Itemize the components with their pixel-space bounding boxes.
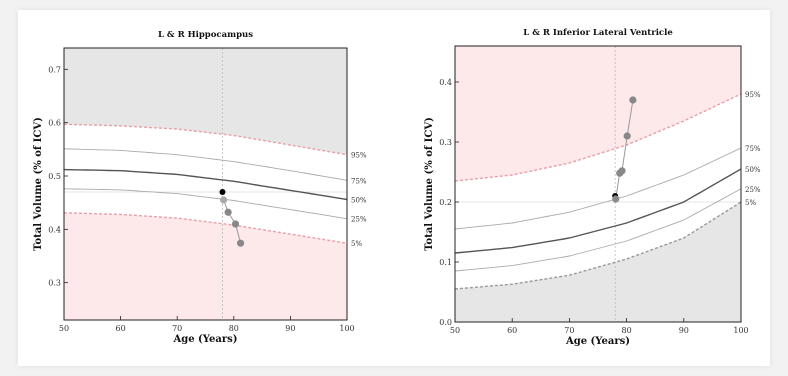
lower-shaded-region bbox=[455, 202, 741, 322]
y-tick-label: 0.2 bbox=[439, 198, 452, 207]
percentile-label: 75% bbox=[351, 177, 367, 185]
subject-trajectory-line bbox=[223, 199, 242, 244]
y-tick-label: 0.1 bbox=[439, 258, 452, 267]
subject-point-4 bbox=[618, 167, 626, 175]
percentile-curve-25 bbox=[64, 188, 347, 220]
y-tick-label: 0.7 bbox=[48, 65, 61, 74]
y-tick-label: 0.4 bbox=[48, 225, 61, 234]
percentile-curve-75 bbox=[455, 147, 741, 230]
x-tick-label: 100 bbox=[339, 324, 354, 333]
y-tick-label: 0.3 bbox=[48, 279, 61, 288]
y-tick-label: 0.5 bbox=[48, 172, 61, 181]
x-tick-label: 100 bbox=[733, 326, 748, 335]
percentile-curve-25 bbox=[455, 188, 741, 272]
subject-point-5 bbox=[236, 239, 245, 247]
subject-point-3 bbox=[224, 208, 232, 216]
percentile-label: 75% bbox=[745, 145, 761, 153]
percentile-label: 95% bbox=[745, 91, 761, 99]
subject-point-5 bbox=[623, 132, 631, 140]
percentile-curve-5 bbox=[64, 212, 347, 244]
percentile-curve-95 bbox=[64, 123, 347, 156]
subject-point-2 bbox=[220, 196, 228, 204]
upper-shaded-region bbox=[455, 46, 741, 181]
x-axis-label: Age (Years) bbox=[172, 334, 237, 345]
lower-shaded-region bbox=[64, 212, 347, 320]
y-tick-label: 0.4 bbox=[439, 78, 452, 87]
chart-title: L & R Inferior Lateral Ventricle bbox=[523, 28, 673, 38]
subject-point-6 bbox=[629, 96, 637, 104]
x-tick-label: 90 bbox=[285, 324, 295, 333]
percentile-label: 50% bbox=[745, 166, 761, 174]
chart-title: L & R Hippocampus bbox=[158, 30, 253, 40]
y-tick-label: 0.3 bbox=[439, 138, 452, 147]
percentile-curve-50 bbox=[64, 168, 347, 201]
percentile-label: 95% bbox=[351, 152, 367, 160]
plot-frame bbox=[63, 47, 348, 321]
y-axis-label: Total Volume (% of ICV) bbox=[424, 117, 435, 251]
subject-point-1 bbox=[219, 189, 226, 195]
x-tick-label: 80 bbox=[229, 324, 239, 333]
x-tick-label: 50 bbox=[450, 326, 460, 335]
plot-frame bbox=[454, 45, 742, 323]
x-tick-label: 70 bbox=[172, 324, 182, 333]
y-tick-label: 0.0 bbox=[439, 318, 452, 327]
x-tick-label: 60 bbox=[507, 326, 517, 335]
x-tick-label: 50 bbox=[59, 324, 69, 333]
percentile-curve-5 bbox=[455, 201, 741, 290]
percentile-curve-95 bbox=[455, 93, 741, 182]
percentile-label: 25% bbox=[745, 186, 761, 194]
x-tick-label: 90 bbox=[679, 326, 689, 335]
chart-1: 50 60 70 80 90 100 0.3 0.4 0.5 0.6 0.7 95% 75% 50% 25%… bbox=[33, 30, 367, 345]
x-tick-label: 80 bbox=[622, 326, 632, 335]
x-tick-label: 70 bbox=[564, 326, 574, 335]
percentile-curve-50 bbox=[455, 168, 741, 254]
y-axis-label: Total Volume (% of ICV) bbox=[33, 117, 44, 251]
y-tick-label: 0.6 bbox=[48, 119, 61, 128]
upper-shaded-region bbox=[64, 48, 347, 155]
subject-point-4 bbox=[231, 220, 240, 228]
x-tick-label: 60 bbox=[116, 324, 126, 333]
x-axis-label: Age (Years) bbox=[565, 336, 630, 347]
percentile-curve-75 bbox=[64, 148, 347, 181]
subject-point-2 bbox=[612, 195, 620, 203]
percentile-label: 5% bbox=[351, 240, 362, 248]
percentile-label: 5% bbox=[745, 199, 756, 207]
percentile-label: 50% bbox=[351, 196, 367, 204]
chart-2: 50 60 70 80 90 100 0.0 0.1 0.2 0.3 0.4 95% 75% 50% 25%… bbox=[424, 28, 761, 347]
percentile-label: 25% bbox=[351, 216, 367, 224]
